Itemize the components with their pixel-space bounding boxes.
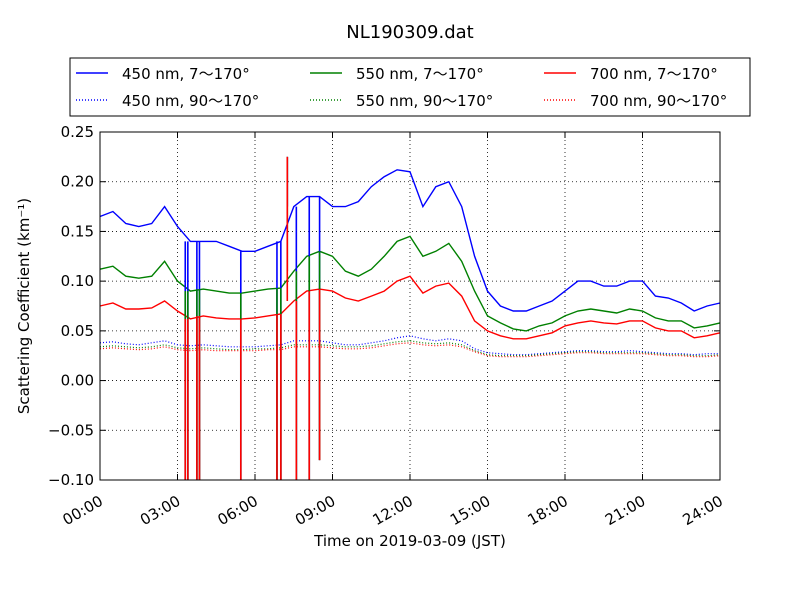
legend-label: 450 nm, 90～170° <box>122 92 259 110</box>
legend-label: 550 nm, 90～170° <box>356 92 493 110</box>
legend-label: 700 nm, 90～170° <box>590 92 727 110</box>
series-line-1 <box>99 169 721 312</box>
y-tick-label: 0.10 <box>61 272 94 290</box>
legend: 450 nm, 7～170° 550 nm, 7～170° 700 nm, 7～17… <box>69 57 751 117</box>
y-tick-label: 0.00 <box>61 372 94 390</box>
legend-label: 450 nm, 7～170° <box>122 65 250 83</box>
legend-label: 550 nm, 7～170° <box>356 65 484 83</box>
series-line-2 <box>99 235 721 332</box>
y-tick-label: 0.25 <box>61 123 94 141</box>
y-tick-label: 0.15 <box>61 222 94 240</box>
grid-lines <box>100 132 720 480</box>
y-tick-label: 0.05 <box>61 322 94 340</box>
y-tick-label: −0.10 <box>48 471 94 489</box>
y-tick-label: 0.20 <box>61 173 94 191</box>
x-axis-label: Time on 2019-03-09 (JST) <box>313 532 506 550</box>
legend-box <box>69 57 751 117</box>
series-line-3 <box>99 275 721 340</box>
legend-label: 700 nm, 7～170° <box>590 65 718 83</box>
y-tick-label: −0.05 <box>48 421 94 439</box>
y-axis-label: Scattering Coefficient (km⁻¹) <box>15 198 33 414</box>
series-layer <box>99 156 721 480</box>
chart-title: NL190309.dat <box>346 22 473 43</box>
